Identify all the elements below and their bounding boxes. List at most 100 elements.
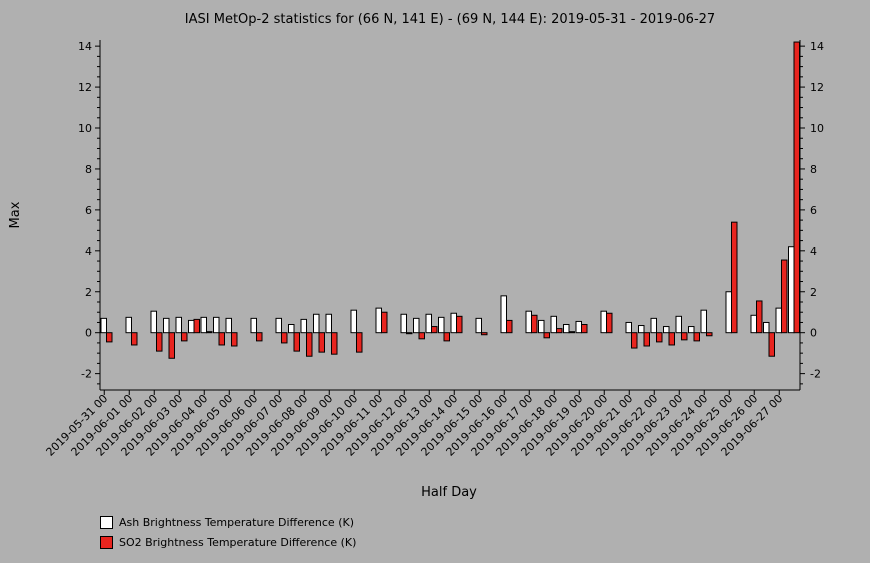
legend: Ash Brightness Temperature Difference (K… [100, 512, 356, 552]
so2-bar [568, 331, 575, 334]
so2-bar [206, 331, 213, 334]
y-tick-label-left: 8 [85, 163, 92, 176]
y-tick-label-left: -2 [81, 368, 92, 381]
ash-bar [775, 307, 782, 334]
ash-bar [650, 317, 657, 334]
so2-bar [606, 312, 613, 334]
so2-bar [331, 332, 338, 355]
legend-label-so2: SO2 Brightness Temperature Difference (K… [119, 535, 357, 549]
so2-bar [706, 332, 713, 337]
so2-bar [381, 311, 388, 334]
so2-bar [681, 332, 688, 341]
y-tick-label-right: 2 [810, 286, 817, 299]
ash-bar [163, 317, 170, 334]
ash-bar [600, 310, 607, 334]
ash-bar [638, 325, 645, 334]
so2-bar [731, 221, 738, 334]
ash-bar [700, 309, 707, 334]
ash-bar [538, 319, 545, 334]
so2-bar [168, 332, 175, 359]
so2-bar [443, 332, 450, 342]
ash-bar [250, 317, 257, 334]
so2-bar [281, 332, 288, 344]
x-axis-label: Half Day [421, 485, 477, 500]
ash-bar [475, 317, 482, 334]
so2-bar [768, 332, 775, 357]
so2-bar [581, 324, 588, 334]
ash-bar [425, 313, 432, 334]
so2-bar [406, 332, 413, 335]
ash-bar [413, 317, 420, 334]
legend-swatch-so2 [100, 535, 113, 549]
ash-bar [750, 314, 757, 334]
so2-bar [231, 332, 238, 347]
y-tick-label-left: 12 [78, 81, 92, 94]
ash-bar [125, 316, 132, 334]
ash-bar [575, 320, 582, 334]
ash-bar [525, 310, 532, 334]
so2-bar [531, 314, 538, 334]
y-tick-label-right: 14 [810, 40, 824, 53]
y-tick-label-right: 8 [810, 163, 817, 176]
so2-bar [131, 332, 138, 346]
so2-bar [556, 328, 563, 334]
so2-bar [756, 300, 763, 334]
y-tick-label-right: 10 [810, 122, 824, 135]
y-tick-label-right: 0 [810, 327, 817, 340]
so2-bar [106, 332, 113, 343]
ash-bar [100, 317, 107, 334]
ash-bar [313, 313, 320, 334]
ash-bar [213, 316, 220, 334]
so2-bar [293, 332, 300, 352]
so2-bar [668, 332, 675, 346]
so2-bar [456, 315, 463, 334]
ash-bar [550, 315, 557, 334]
y-tick-label-right: 4 [810, 245, 817, 258]
so2-bar [631, 332, 638, 349]
ash-bar [200, 316, 207, 334]
legend-swatch-ash [100, 515, 113, 529]
so2-bar [506, 319, 513, 334]
ash-bar [225, 317, 232, 334]
so2-bar [256, 332, 263, 342]
so2-bar [793, 41, 800, 334]
legend-item-ash: Ash Brightness Temperature Difference (K… [100, 512, 356, 532]
legend-item-so2: SO2 Brightness Temperature Difference (K… [100, 532, 356, 552]
ash-bar [375, 307, 382, 334]
so2-bar [306, 332, 313, 357]
y-tick-label-right: 12 [810, 81, 824, 94]
y-tick-label-left: 4 [85, 245, 92, 258]
ash-bar [300, 318, 307, 334]
ash-bar [438, 316, 445, 334]
legend-label-ash: Ash Brightness Temperature Difference (K… [119, 515, 354, 529]
so2-bar [418, 332, 425, 340]
so2-bar [543, 332, 550, 339]
ash-bar [788, 246, 795, 334]
ash-bar [350, 309, 357, 334]
ash-bar [188, 319, 195, 334]
y-tick-label-left: 2 [85, 286, 92, 299]
ash-bar [288, 324, 295, 334]
ash-bar [400, 313, 407, 334]
y-axis-label: Max [8, 201, 23, 228]
y-tick-label-left: 6 [85, 204, 92, 217]
so2-bar [481, 332, 488, 336]
so2-bar [193, 318, 200, 334]
ash-bar [688, 326, 695, 334]
ash-bar [625, 321, 632, 334]
ash-bar [725, 291, 732, 334]
so2-bar [431, 326, 438, 334]
so2-bar [643, 332, 650, 347]
so2-bar [156, 332, 163, 352]
y-tick-label-right: -2 [810, 368, 821, 381]
ash-bar [563, 324, 570, 334]
so2-bar [356, 332, 363, 353]
so2-bar [181, 332, 188, 342]
ash-bar [325, 313, 332, 334]
ash-bar [150, 310, 157, 334]
ash-bar [763, 321, 770, 334]
chart-title: IASI MetOp-2 statistics for (66 N, 141 E… [185, 12, 715, 27]
ash-bar [663, 326, 670, 334]
